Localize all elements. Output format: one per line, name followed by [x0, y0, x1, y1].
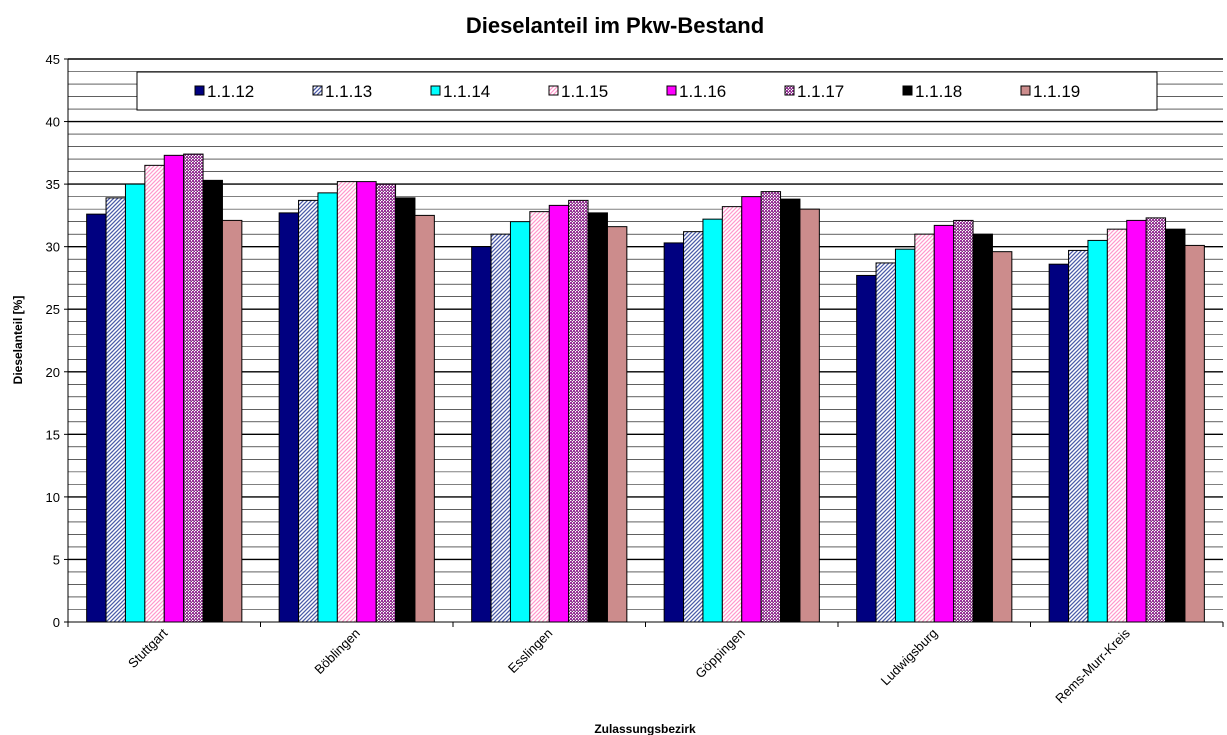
x-tick-label: Stuttgart	[125, 625, 171, 671]
bar-1-1-16-g-ppingen	[741, 196, 762, 623]
x-tick-label: Böblingen	[311, 626, 362, 677]
bar-1-1-16-esslingen	[548, 204, 570, 623]
bar-1-1-14-stuttgart	[124, 183, 146, 623]
legend-label: 1.1.13	[325, 82, 372, 101]
y-tick-label: 15	[46, 427, 60, 442]
legend-label: 1.1.18	[915, 82, 962, 101]
x-tick-label: Esslingen	[505, 626, 555, 676]
bar-1-1-18-esslingen	[587, 212, 608, 623]
bar-1-1-18-rems-murr-kreis	[1165, 228, 1186, 623]
bar-1-1-16-ludwigsburg	[933, 224, 955, 623]
bar-1-1-13-g-ppingen	[683, 231, 704, 623]
bar-1-1-13-ludwigsburg	[875, 262, 896, 623]
bar-1-1-12-rems-murr-kreis	[1048, 263, 1070, 623]
bar-1-1-19-g-ppingen	[799, 208, 820, 623]
legend-swatch	[784, 85, 795, 96]
legend-box	[136, 71, 1158, 111]
bar-1-1-16-stuttgart	[163, 154, 185, 623]
bar-1-1-15-stuttgart	[144, 164, 165, 623]
bar-1-1-15-ludwigsburg	[914, 233, 935, 623]
x-tick-label: Göppingen	[692, 626, 748, 682]
y-tick-label: 40	[46, 115, 60, 130]
legend-swatch	[902, 85, 913, 96]
bar-1-1-14-b-blingen	[317, 192, 338, 623]
y-tick-label: 10	[46, 490, 60, 505]
legend-label: 1.1.15	[561, 82, 608, 101]
bar-1-1-16-b-blingen	[356, 181, 377, 623]
legend: 1.1.12 1.1.13 1.1.14 1.1.15 1.1.16 1.1.17 1.1.…	[136, 71, 1158, 111]
bar-1-1-14-ludwigsburg	[894, 248, 916, 623]
bar-1-1-14-g-ppingen	[702, 218, 723, 623]
bar-1-1-17-rems-murr-kreis	[1145, 217, 1167, 623]
bar-1-1-18-ludwigsburg	[972, 233, 993, 623]
x-axis-label: Zulassungsbezirk	[594, 722, 696, 735]
bar-1-1-12-g-ppingen	[663, 242, 685, 623]
plot-area: 0 5 10 15 20 25 30 35 40 45 Stuttgart Böblingen Ess…	[46, 52, 1224, 706]
bar-1-1-12-stuttgart	[86, 213, 107, 623]
bar-1-1-13-rems-murr-kreis	[1068, 249, 1089, 623]
legend-swatch	[548, 85, 559, 96]
bar-1-1-13-stuttgart	[105, 197, 126, 623]
chart-title: Dieselanteil im Pkw-Bestand	[466, 13, 764, 38]
bar-1-1-19-stuttgart	[221, 219, 243, 623]
bar-1-1-15-g-ppingen	[721, 206, 743, 623]
bar-1-1-12-ludwigsburg	[856, 274, 877, 623]
y-axis-label: Dieselanteil [%]	[11, 296, 25, 385]
legend-swatch	[194, 85, 205, 96]
bar-1-1-18-stuttgart	[202, 179, 223, 623]
bar-1-1-15-rems-murr-kreis	[1106, 228, 1128, 623]
legend-label: 1.1.12	[207, 82, 254, 101]
bar-1-1-19-b-blingen	[414, 214, 435, 623]
x-tick-label: Ludwigsburg	[878, 626, 941, 689]
y-tick-label: 5	[53, 552, 60, 567]
bar-1-1-17-b-blingen	[375, 183, 397, 623]
plot-background	[68, 59, 1223, 622]
bar-1-1-15-b-blingen	[336, 181, 358, 623]
bar-1-1-14-rems-murr-kreis	[1087, 239, 1108, 623]
bar-1-1-16-rems-murr-kreis	[1126, 219, 1147, 623]
x-ticks: Stuttgart Böblingen Esslingen Göppingen Ludw…	[67, 622, 1224, 706]
bar-1-1-17-g-ppingen	[760, 191, 782, 623]
bar-1-1-18-b-blingen	[395, 197, 416, 623]
bar-1-1-19-esslingen	[606, 226, 628, 623]
y-tick-label: 0	[53, 615, 60, 630]
y-tick-label: 25	[46, 302, 60, 317]
legend-label: 1.1.14	[443, 82, 490, 101]
y-tick-label: 45	[46, 52, 60, 67]
bar-1-1-13-b-blingen	[298, 199, 319, 623]
legend-swatch	[1020, 85, 1031, 96]
legend-swatch	[430, 85, 441, 96]
bar-1-1-18-g-ppingen	[780, 198, 801, 623]
y-tick-label: 35	[46, 177, 60, 192]
x-tick-label: Rems-Murr-Kreis	[1052, 625, 1133, 706]
legend-label: 1.1.19	[1033, 82, 1080, 101]
y-tick-label: 30	[46, 240, 60, 255]
bar-1-1-12-b-blingen	[278, 212, 300, 623]
y-tick-label: 20	[46, 365, 60, 380]
bar-1-1-14-esslingen	[509, 221, 531, 623]
legend-swatch	[312, 85, 323, 96]
bar-1-1-12-esslingen	[471, 246, 492, 623]
bar-1-1-15-esslingen	[529, 211, 550, 623]
bar-1-1-19-rems-murr-kreis	[1184, 244, 1205, 623]
legend-label: 1.1.17	[797, 82, 844, 101]
bar-1-1-17-stuttgart	[183, 153, 204, 623]
bar-1-1-19-ludwigsburg	[991, 251, 1013, 623]
bar-1-1-13-esslingen	[490, 233, 511, 623]
legend-label: 1.1.16	[679, 82, 726, 101]
bar-1-1-17-esslingen	[568, 199, 589, 623]
y-ticks: 0 5 10 15 20 25 30 35 40 45	[46, 52, 68, 630]
bar-1-1-17-ludwigsburg	[953, 219, 974, 623]
legend-swatch	[666, 85, 677, 96]
